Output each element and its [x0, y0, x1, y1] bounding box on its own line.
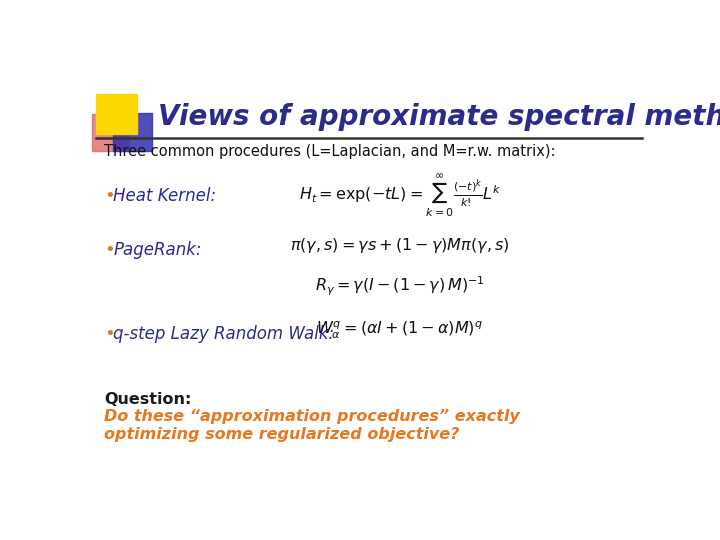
Text: Views of approximate spectral methods: Views of approximate spectral methods	[158, 103, 720, 131]
Text: optimizing some regularized objective?: optimizing some regularized objective?	[104, 428, 459, 442]
Bar	[91, 114, 129, 151]
Text: •: •	[104, 325, 114, 343]
Text: q-step Lazy Random Walk:: q-step Lazy Random Walk:	[113, 325, 334, 343]
Text: $H_t = \exp(-tL) = \sum_{k=0}^{\infty} \frac{(-t)^k}{k!} L^k$: $H_t = \exp(-tL) = \sum_{k=0}^{\infty} \…	[299, 172, 501, 219]
Text: Question:: Question:	[104, 392, 192, 407]
Text: Three common procedures (L=Laplacian, and M=r.w. matrix):: Three common procedures (L=Laplacian, an…	[104, 144, 555, 159]
Bar	[113, 112, 152, 151]
Text: $\pi(\gamma, s) = \gamma s + (1 - \gamma) M \pi(\gamma, s)$: $\pi(\gamma, s) = \gamma s + (1 - \gamma…	[290, 237, 510, 255]
Text: PageRank:: PageRank:	[113, 241, 202, 259]
Text: Heat Kernel:: Heat Kernel:	[113, 187, 217, 205]
Text: •: •	[104, 241, 114, 259]
Text: •: •	[104, 187, 114, 205]
Text: $W_{\alpha}^{q} = (\alpha I + (1-\alpha) M)^q$: $W_{\alpha}^{q} = (\alpha I + (1-\alpha)…	[317, 320, 484, 341]
Text: Do these “approximation procedures” exactly: Do these “approximation procedures” exac…	[104, 409, 520, 424]
Bar	[96, 94, 137, 134]
Text: $R_{\gamma} = \gamma \left(I - (1-\gamma)\, M\right)^{-1}$: $R_{\gamma} = \gamma \left(I - (1-\gamma…	[315, 275, 485, 298]
